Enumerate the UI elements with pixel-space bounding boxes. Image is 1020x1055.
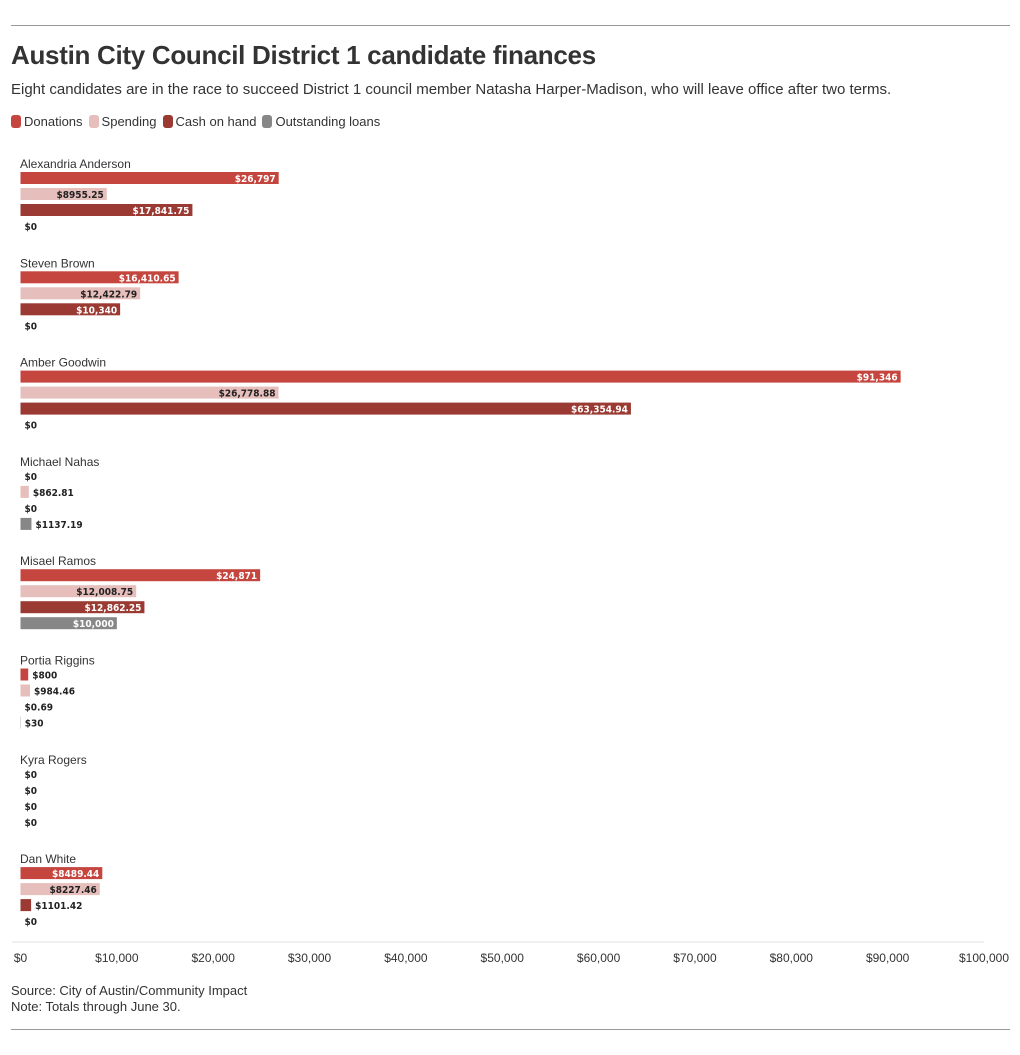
data-label-misael-ramos-spending: $12,008.75 — [76, 587, 133, 598]
candidate-name-alexandria-anderson: Alexandria Anderson — [20, 157, 131, 171]
bar-amber-goodwin-spending — [20, 386, 279, 399]
x-tick-label: $30,000 — [288, 951, 332, 965]
data-label-dan-white-donations: $8489.44 — [52, 869, 99, 880]
bar-misael-ramos-cash-on-hand — [20, 601, 145, 614]
data-label-portia-riggins-donations: $800 — [32, 671, 57, 682]
data-label-portia-riggins-outstanding-loans: $30 — [25, 719, 44, 730]
bar-amber-goodwin-cash-on-hand — [20, 402, 631, 415]
data-label-michael-nahas-outstanding-loans: $1137.19 — [35, 520, 82, 531]
legend-swatch-donations — [11, 115, 21, 128]
legend-label-cash-on-hand: Cash on hand — [175, 114, 257, 129]
candidate-name-portia-riggins: Portia Riggins — [20, 654, 95, 668]
source-text: Source: City of Austin/Community Impact — [11, 983, 248, 998]
bar-michael-nahas-spending — [20, 485, 29, 498]
candidate-name-kyra-rogers: Kyra Rogers — [20, 753, 87, 767]
x-tick-label: $40,000 — [384, 951, 428, 965]
note-text: Note: Totals through June 30. — [11, 999, 181, 1014]
bar-portia-riggins-spending — [20, 684, 30, 697]
candidate-name-misael-ramos: Misael Ramos — [20, 554, 96, 568]
bar-dan-white-cash-on-hand — [20, 899, 32, 912]
data-label-misael-ramos-cash-on-hand: $12,862.25 — [85, 603, 142, 614]
data-label-portia-riggins-cash-on-hand: $0.69 — [25, 703, 53, 714]
legend-item-donations[interactable]: Donations — [11, 114, 83, 129]
data-label-kyra-rogers-donations: $0 — [25, 770, 38, 781]
x-tick-label: $0 — [14, 951, 28, 965]
legend-swatch-spending — [88, 115, 99, 128]
data-label-amber-goodwin-spending: $26,778.88 — [219, 389, 276, 400]
bar-misael-ramos-donations — [20, 569, 261, 582]
source-block: Source: City of Austin/Community Impact … — [11, 983, 247, 1015]
bar-dan-white-donations — [20, 867, 103, 880]
x-tick-label: $70,000 — [673, 951, 717, 965]
bar-alexandria-anderson-donations — [20, 172, 279, 184]
data-label-kyra-rogers-cash-on-hand: $0 — [25, 802, 38, 813]
data-label-dan-white-outstanding-loans: $0 — [25, 917, 38, 928]
bar-dan-white-spending — [20, 883, 100, 896]
data-label-michael-nahas-cash-on-hand: $0 — [25, 504, 38, 515]
bar-misael-ramos-outstanding-loans — [20, 617, 117, 630]
data-label-alexandria-anderson-donations: $26,797 — [235, 174, 276, 185]
x-tick-label: $80,000 — [770, 951, 814, 965]
top-rule — [11, 25, 1010, 26]
data-label-amber-goodwin-outstanding-loans: $0 — [25, 421, 38, 432]
bar-steven-brown-donations — [20, 271, 179, 284]
legend-label-outstanding-loans: Outstanding loans — [275, 114, 381, 129]
bar-alexandria-anderson-cash-on-hand — [20, 204, 193, 216]
legend-item-spending[interactable]: Spending — [88, 114, 157, 129]
candidate-name-steven-brown: Steven Brown — [20, 256, 95, 270]
x-tick-label: $100,000 — [959, 951, 1009, 965]
candidate-name-michael-nahas: Michael Nahas — [20, 455, 99, 469]
data-label-kyra-rogers-outstanding-loans: $0 — [25, 818, 38, 829]
candidate-name-amber-goodwin: Amber Goodwin — [20, 356, 106, 370]
legend-item-cash-on-hand[interactable]: Cash on hand — [162, 114, 257, 129]
chart-title: Austin City Council District 1 candidate… — [11, 40, 596, 70]
chart-subtitle: Eight candidates are in the race to succ… — [11, 81, 892, 98]
legend-swatch-cash-on-hand — [162, 115, 173, 128]
x-tick-label: $60,000 — [577, 951, 621, 965]
bar-michael-nahas-outstanding-loans — [20, 517, 32, 530]
data-label-misael-ramos-outstanding-loans: $10,000 — [73, 619, 114, 630]
data-label-steven-brown-cash-on-hand: $10,340 — [76, 305, 117, 316]
data-label-steven-brown-donations: $16,410.65 — [119, 273, 176, 284]
data-label-misael-ramos-donations: $24,871 — [216, 571, 257, 582]
x-tick-label: $50,000 — [481, 951, 525, 965]
bar-chart: Alexandria Anderson $26,797 $8955.25 $17,84… — [12, 157, 1009, 965]
x-tick-label: $20,000 — [192, 951, 236, 965]
bar-steven-brown-cash-on-hand — [20, 303, 121, 316]
bar-steven-brown-spending — [20, 287, 141, 300]
x-tick-label: $90,000 — [866, 951, 910, 965]
data-label-michael-nahas-donations: $0 — [25, 472, 38, 483]
data-label-steven-brown-outstanding-loans: $0 — [25, 321, 38, 332]
bar-alexandria-anderson-spending — [20, 188, 107, 200]
data-label-steven-brown-spending: $12,422.79 — [80, 289, 137, 300]
data-label-alexandria-anderson-cash-on-hand: $17,841.75 — [132, 206, 189, 217]
bottom-rule — [11, 1029, 1010, 1030]
legend: Donations Spending Cash on hand Outstand… — [11, 114, 386, 129]
legend-swatch-outstanding-loans — [262, 115, 273, 128]
data-label-kyra-rogers-spending: $0 — [25, 786, 38, 797]
data-label-dan-white-cash-on-hand: $1101.42 — [35, 901, 82, 912]
bar-portia-riggins-donations — [20, 668, 29, 681]
data-label-alexandria-anderson-spending: $8955.25 — [57, 190, 104, 201]
legend-item-outstanding-loans[interactable]: Outstanding loans — [262, 114, 380, 129]
legend-label-donations: Donations — [24, 114, 83, 129]
x-tick-label: $10,000 — [95, 951, 139, 965]
data-label-portia-riggins-spending: $984.46 — [34, 687, 75, 698]
data-label-amber-goodwin-cash-on-hand: $63,354.94 — [571, 405, 628, 416]
data-label-amber-goodwin-donations: $91,346 — [857, 373, 898, 384]
data-label-michael-nahas-spending: $862.81 — [33, 488, 74, 499]
legend-label-spending: Spending — [101, 114, 157, 129]
bar-misael-ramos-spending — [20, 585, 137, 598]
data-label-dan-white-spending: $8227.46 — [50, 885, 97, 896]
candidate-name-dan-white: Dan White — [20, 852, 76, 866]
data-label-alexandria-anderson-outstanding-loans: $0 — [25, 222, 38, 233]
bar-amber-goodwin-donations — [20, 370, 901, 383]
